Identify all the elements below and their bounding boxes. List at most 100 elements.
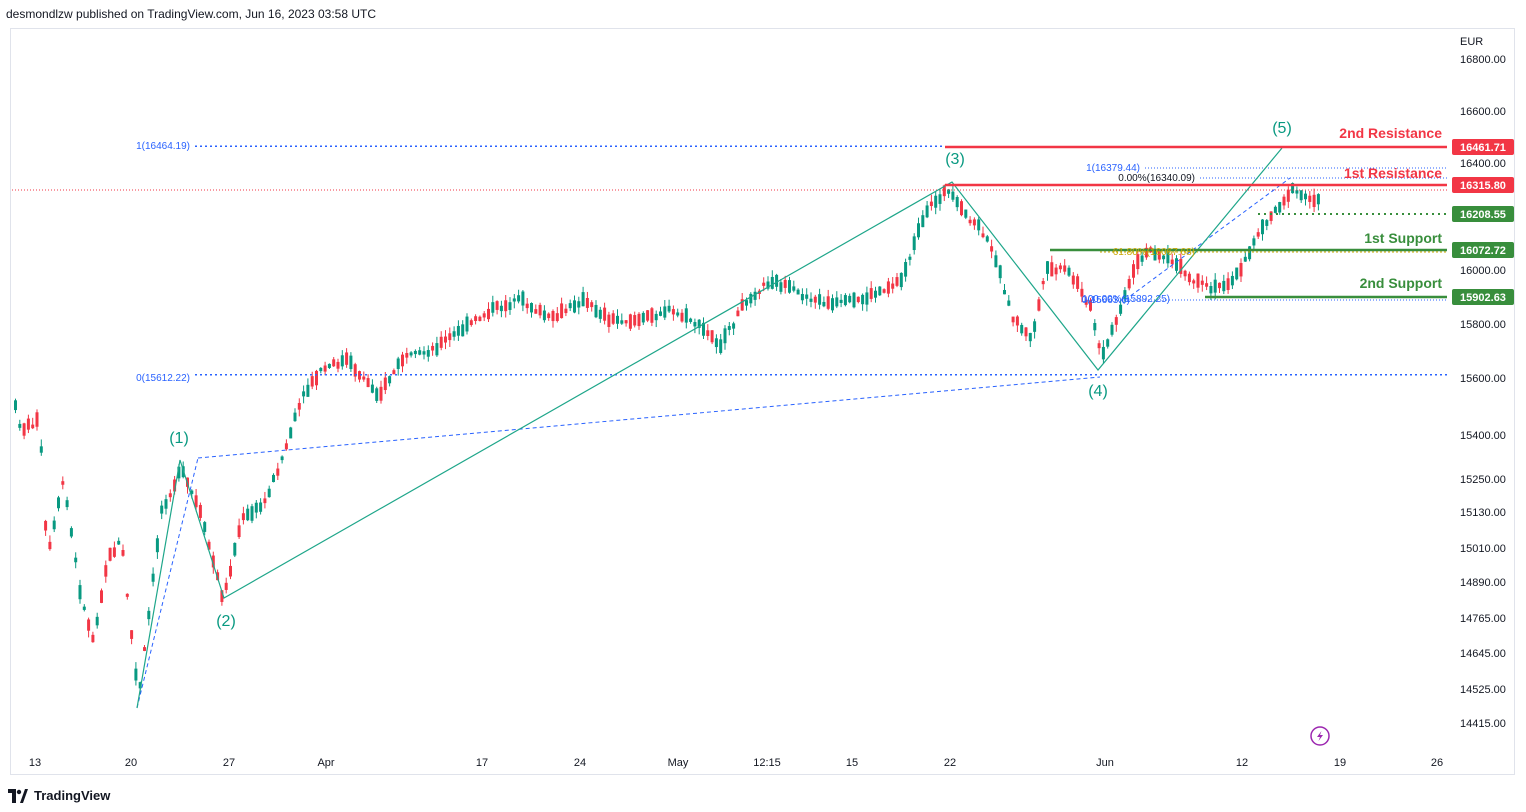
- fib-label: 0(15612.22): [136, 373, 190, 384]
- candle-body: [491, 302, 495, 313]
- candle-body: [1123, 290, 1127, 300]
- price-tag-label: 16315.80: [1460, 180, 1506, 192]
- fib-label: 1(16379.44): [1086, 163, 1140, 174]
- candle-body: [263, 498, 267, 504]
- candle-body: [332, 359, 336, 367]
- candle-body: [964, 209, 968, 218]
- candle-body: [388, 376, 392, 384]
- candle-body: [87, 619, 91, 631]
- fib-label: 61.80%(16067.68): [1113, 247, 1195, 258]
- candle-body: [91, 634, 95, 643]
- candle-body: [538, 304, 542, 316]
- x-tick-label: May: [668, 757, 689, 769]
- x-tick-label: Jun: [1096, 757, 1114, 769]
- candle-body: [168, 493, 172, 498]
- candle-body: [1046, 261, 1049, 274]
- candle-body: [895, 277, 899, 286]
- candle-body: [431, 345, 435, 351]
- candle-body: [35, 412, 39, 427]
- candle-body: [568, 303, 572, 309]
- y-tick-label: 15250.00: [1460, 474, 1506, 486]
- y-tick-label: 15600.00: [1460, 373, 1506, 385]
- candle-body: [323, 365, 327, 372]
- price-tag-label: 15902.63: [1460, 292, 1506, 304]
- candle-body: [839, 299, 843, 303]
- candle-body: [508, 302, 512, 310]
- candle-body: [435, 343, 439, 356]
- candle-body: [1024, 327, 1028, 337]
- candle-body: [366, 378, 370, 388]
- candle-body: [581, 292, 585, 307]
- candle-body: [164, 499, 168, 509]
- candle-body: [155, 538, 159, 553]
- candle-body: [241, 513, 245, 521]
- candle-body: [667, 305, 671, 312]
- wave-label: (1): [169, 430, 189, 447]
- candle-body: [693, 322, 697, 327]
- candle-body: [327, 363, 331, 368]
- y-tick-label: 14415.00: [1460, 718, 1506, 730]
- lightning-icon[interactable]: [1310, 726, 1330, 746]
- elliott-wave-path: [136, 147, 1283, 709]
- candle-body: [280, 456, 284, 461]
- x-tick-label: 19: [1334, 757, 1346, 769]
- candle-body: [418, 350, 422, 355]
- candle-body: [650, 308, 654, 323]
- candle-body: [198, 504, 202, 518]
- candle-body: [250, 506, 254, 521]
- candle-body: [753, 291, 757, 300]
- candle-body: [456, 325, 460, 336]
- candle-body: [413, 350, 417, 355]
- candle-body: [1209, 285, 1213, 294]
- y-tick-label: 16800.00: [1460, 54, 1506, 66]
- y-tick-label: 16600.00: [1460, 106, 1506, 118]
- candle-body: [340, 355, 344, 367]
- brand-name: TradingView: [34, 788, 111, 803]
- candle-body: [160, 505, 164, 514]
- candle-body: [917, 223, 920, 238]
- candle-body: [938, 194, 942, 204]
- candle-body: [211, 555, 215, 568]
- candle-body: [977, 219, 981, 231]
- candle-body: [904, 262, 908, 277]
- drawings-layer: [12, 145, 1447, 709]
- candle-body: [31, 424, 35, 429]
- x-tick-label: 12:15: [753, 757, 781, 769]
- candle-body: [349, 355, 353, 370]
- candle-body: [57, 497, 60, 509]
- candle-body: [848, 295, 852, 303]
- candle-body: [590, 302, 594, 308]
- price-tag: [1452, 139, 1514, 155]
- candle-body: [117, 540, 121, 545]
- candle-body: [362, 376, 366, 380]
- candle-body: [125, 593, 129, 597]
- candle-body: [1119, 304, 1123, 314]
- candle-body: [203, 522, 207, 532]
- candle-body: [65, 500, 69, 508]
- candle-body: [1076, 276, 1080, 289]
- candle-body: [736, 310, 740, 317]
- candle-body: [1278, 202, 1282, 213]
- candle-body: [882, 289, 886, 293]
- wave-label: (4): [1088, 383, 1108, 400]
- candle-body: [69, 528, 73, 537]
- candle-body: [1114, 317, 1118, 325]
- level-title: 2nd Support: [1360, 275, 1443, 291]
- candle-body: [474, 316, 478, 321]
- chart-frame[interactable]: [10, 28, 1515, 775]
- footer: TradingView: [8, 788, 110, 803]
- candle-body: [1089, 300, 1092, 311]
- candle-body: [1196, 273, 1200, 288]
- candle-body: [297, 402, 301, 410]
- candle-body: [1157, 249, 1161, 260]
- candle-body: [495, 301, 499, 310]
- candle-body: [392, 370, 396, 375]
- candle-body: [702, 322, 705, 336]
- candle-body: [1252, 238, 1256, 246]
- candle-body: [78, 585, 82, 600]
- candle-body: [259, 502, 263, 512]
- candle-body: [465, 316, 469, 332]
- candle-body: [740, 299, 744, 311]
- candle-body: [61, 481, 65, 485]
